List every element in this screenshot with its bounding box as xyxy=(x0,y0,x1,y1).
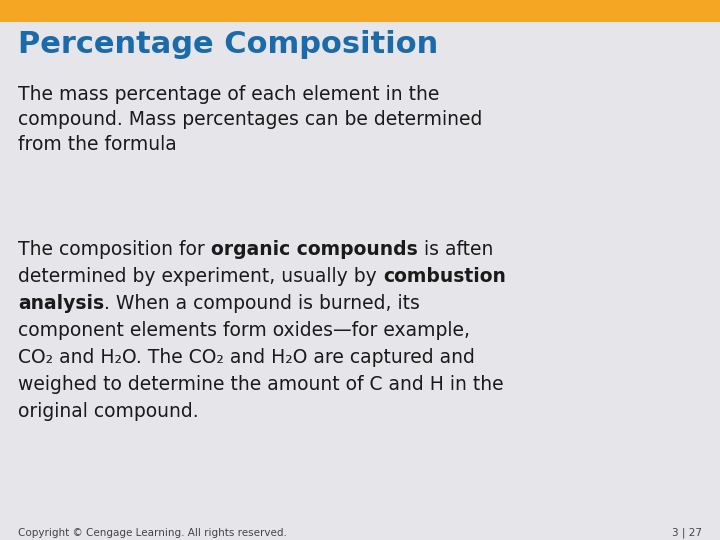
Text: determined by experiment, usually by: determined by experiment, usually by xyxy=(18,267,383,286)
Text: is aften: is aften xyxy=(418,240,493,259)
Text: Percentage Composition: Percentage Composition xyxy=(18,30,438,59)
Text: . When a compound is burned, its: . When a compound is burned, its xyxy=(104,294,420,313)
Text: weighed to determine the amount of C and H in the: weighed to determine the amount of C and… xyxy=(18,375,503,394)
Text: Copyright © Cengage Learning. All rights reserved.: Copyright © Cengage Learning. All rights… xyxy=(18,528,287,538)
Text: combustion: combustion xyxy=(383,267,505,286)
Text: component elements form oxides—for example,: component elements form oxides—for examp… xyxy=(18,321,470,340)
Text: The composition for: The composition for xyxy=(18,240,211,259)
Text: CO₂ and H₂O. The CO₂ and H₂O are captured and: CO₂ and H₂O. The CO₂ and H₂O are capture… xyxy=(18,348,475,367)
Text: The mass percentage of each element in the
compound. Mass percentages can be det: The mass percentage of each element in t… xyxy=(18,85,482,154)
Bar xyxy=(0,0,720,22)
Text: organic compounds: organic compounds xyxy=(211,240,418,259)
Text: 3 | 27: 3 | 27 xyxy=(672,528,702,538)
Text: original compound.: original compound. xyxy=(18,402,199,421)
Text: analysis: analysis xyxy=(18,294,104,313)
